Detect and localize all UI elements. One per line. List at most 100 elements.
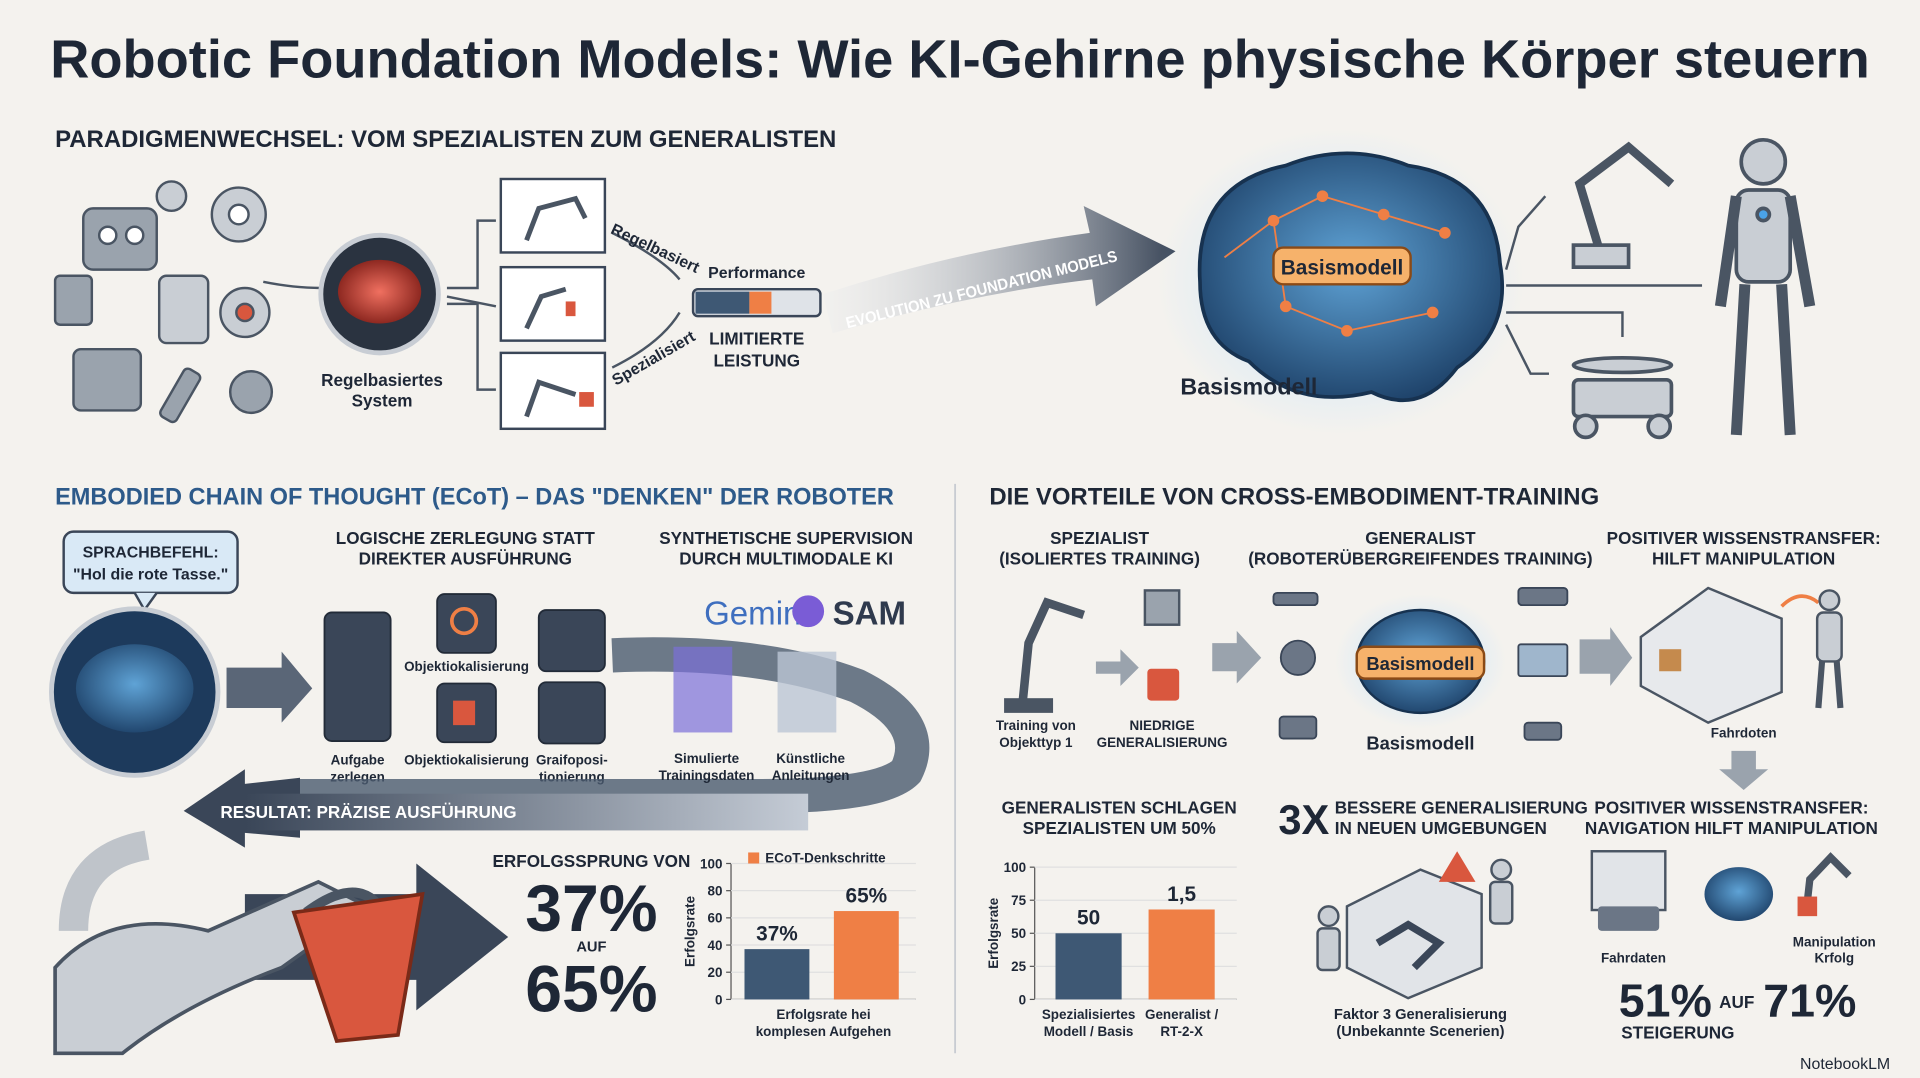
y-tick-label: 100 (700, 856, 722, 871)
arrow (1095, 649, 1139, 686)
rule-brain (337, 259, 422, 324)
decoration (97, 225, 118, 246)
data-label: 1,5 (1167, 883, 1196, 906)
label: Künstliche (776, 751, 845, 766)
arrow (1579, 627, 1633, 686)
robot-parts (53, 180, 274, 424)
decoration (1272, 591, 1319, 607)
label: LIMITIERTE (709, 328, 804, 348)
decoration (1488, 880, 1514, 925)
arrow (1780, 594, 1820, 608)
decoration (1714, 195, 1816, 436)
decoration (157, 274, 210, 345)
section-heading: PARADIGMENWECHSEL: VOM SPEZIALISTEN ZUM … (55, 126, 836, 153)
label: (ISOLIERTES TRAINING) (999, 549, 1200, 569)
label: HILFT MANIPULATION (1652, 549, 1835, 569)
label: Spezialisiert (609, 328, 699, 389)
room (1639, 586, 1783, 725)
label: Basismodell (1281, 257, 1404, 280)
label: Objektiokalisierung (404, 752, 529, 767)
speech-bubble (62, 530, 239, 595)
badge (1355, 645, 1486, 680)
maze-path (1375, 920, 1445, 971)
decoration (499, 265, 607, 342)
label: SPEZIALIST (1050, 528, 1149, 548)
decoration (1279, 639, 1317, 676)
big-number: 65% (525, 953, 657, 1027)
arrow (1719, 750, 1769, 791)
x-tick-label: Modell / Basis (1044, 1024, 1134, 1039)
decoration (537, 681, 606, 745)
decoration (1506, 311, 1624, 337)
label: Basismodell (1180, 374, 1317, 400)
output-arrows (1504, 195, 1703, 375)
label: GENERALISIERUNG (1097, 735, 1228, 750)
warning (1438, 851, 1476, 882)
bar (744, 949, 810, 1000)
legend-swatch (748, 852, 760, 864)
decoration (1815, 611, 1843, 663)
box (1659, 649, 1682, 672)
x-tick-label: Generalist / (1145, 1007, 1219, 1022)
decoration (227, 203, 250, 226)
y-tick-label: 0 (1019, 992, 1026, 1007)
robot-icons (1272, 587, 1569, 741)
decoration (1505, 324, 1549, 375)
transfer-brain (1704, 867, 1774, 922)
label: SPRACHBEFEHL: (83, 544, 219, 561)
decoration (1815, 661, 1844, 709)
decoration (1739, 137, 1788, 186)
label: LOGISCHE ZERLEGUNG STATT (336, 528, 596, 548)
arrow (1212, 630, 1262, 684)
nav-scene (1590, 850, 1667, 912)
label: Manipulation (1793, 935, 1876, 950)
label: POSITIVER WISSENSTRANSFER: (1594, 797, 1868, 817)
y-tick-label: 40 (707, 938, 722, 953)
x-tick-label: RT-2-X (1160, 1024, 1203, 1039)
maze (1345, 868, 1483, 1000)
label: Simulierte (674, 751, 740, 766)
manip-arm (1802, 852, 1852, 913)
label: SPEZIALISTEN UM 50% (1023, 818, 1216, 838)
y-axis-label: Erfolgsrate (682, 895, 697, 967)
label: NAVIGATION HILFT MANIPULATION (1585, 818, 1878, 838)
decoration (524, 286, 567, 330)
y-tick-label: 25 (1011, 959, 1026, 974)
data-label: 37% (756, 923, 798, 946)
cup (1797, 896, 1818, 917)
decoration (235, 302, 255, 323)
label: Krfolg (1814, 951, 1854, 966)
label: Regelbasiert (608, 221, 702, 277)
result-band (244, 793, 809, 831)
specialist-boxes (499, 177, 607, 431)
legend-label: ECoT-Denkschritte (765, 850, 886, 865)
decoration (446, 295, 497, 308)
logo-sam-icon (792, 595, 825, 628)
label: Performance (708, 265, 805, 282)
decoration (1517, 643, 1569, 678)
section-heading: EMBODIED CHAIN OF THOUGHT (ECoT) – DAS "… (55, 484, 894, 511)
decoration (1571, 355, 1674, 375)
nav-robot (1597, 906, 1660, 931)
decoration (124, 225, 145, 246)
y-tick-label: 0 (715, 992, 722, 1007)
decoration (1278, 715, 1318, 740)
decoration (1377, 208, 1390, 221)
decoration (155, 180, 188, 213)
label: Basismodell (1366, 733, 1474, 754)
flow-band (58, 830, 150, 932)
x-axis-label: Erfolgsrate hei (776, 1007, 870, 1022)
y-tick-label: 100 (1004, 860, 1026, 875)
decoration (1439, 227, 1451, 239)
label: (Unbekannte Scenerien) (1336, 1024, 1504, 1040)
arm-base (1004, 698, 1054, 713)
label: AUF (1719, 992, 1754, 1012)
label: GENERALISTEN SCHLAGEN (1002, 797, 1237, 817)
big-number: 71% (1763, 975, 1856, 1027)
decoration (1574, 141, 1675, 247)
y-tick-label: 50 (1011, 926, 1026, 941)
decoration (524, 379, 577, 418)
decoration (323, 611, 392, 742)
red-cup (291, 891, 425, 1044)
